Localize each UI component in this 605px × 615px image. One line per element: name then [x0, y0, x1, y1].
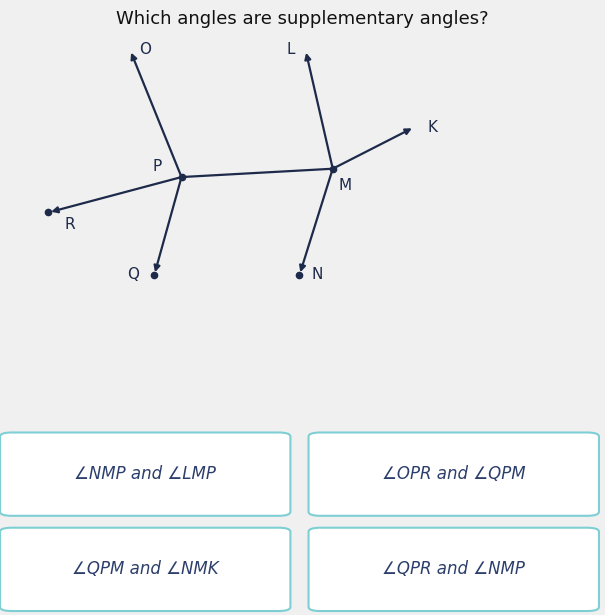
- Text: K: K: [428, 119, 437, 135]
- Text: O: O: [139, 42, 151, 57]
- FancyBboxPatch shape: [309, 432, 599, 516]
- Text: ∠QPR and ∠NMP: ∠QPR and ∠NMP: [382, 560, 525, 578]
- FancyBboxPatch shape: [309, 528, 599, 611]
- Text: L: L: [286, 42, 295, 57]
- FancyBboxPatch shape: [0, 528, 290, 611]
- Text: ∠QPM and ∠NMK: ∠QPM and ∠NMK: [72, 560, 218, 578]
- Text: P: P: [152, 159, 162, 174]
- Text: N: N: [312, 268, 323, 282]
- Text: R: R: [64, 218, 75, 232]
- Text: M: M: [338, 178, 352, 193]
- FancyBboxPatch shape: [0, 432, 290, 516]
- Text: ∠NMP and ∠LMP: ∠NMP and ∠LMP: [74, 465, 216, 483]
- Text: Q: Q: [127, 268, 139, 282]
- Text: ∠OPR and ∠QPM: ∠OPR and ∠QPM: [382, 465, 526, 483]
- Text: Which angles are supplementary angles?: Which angles are supplementary angles?: [116, 10, 489, 28]
